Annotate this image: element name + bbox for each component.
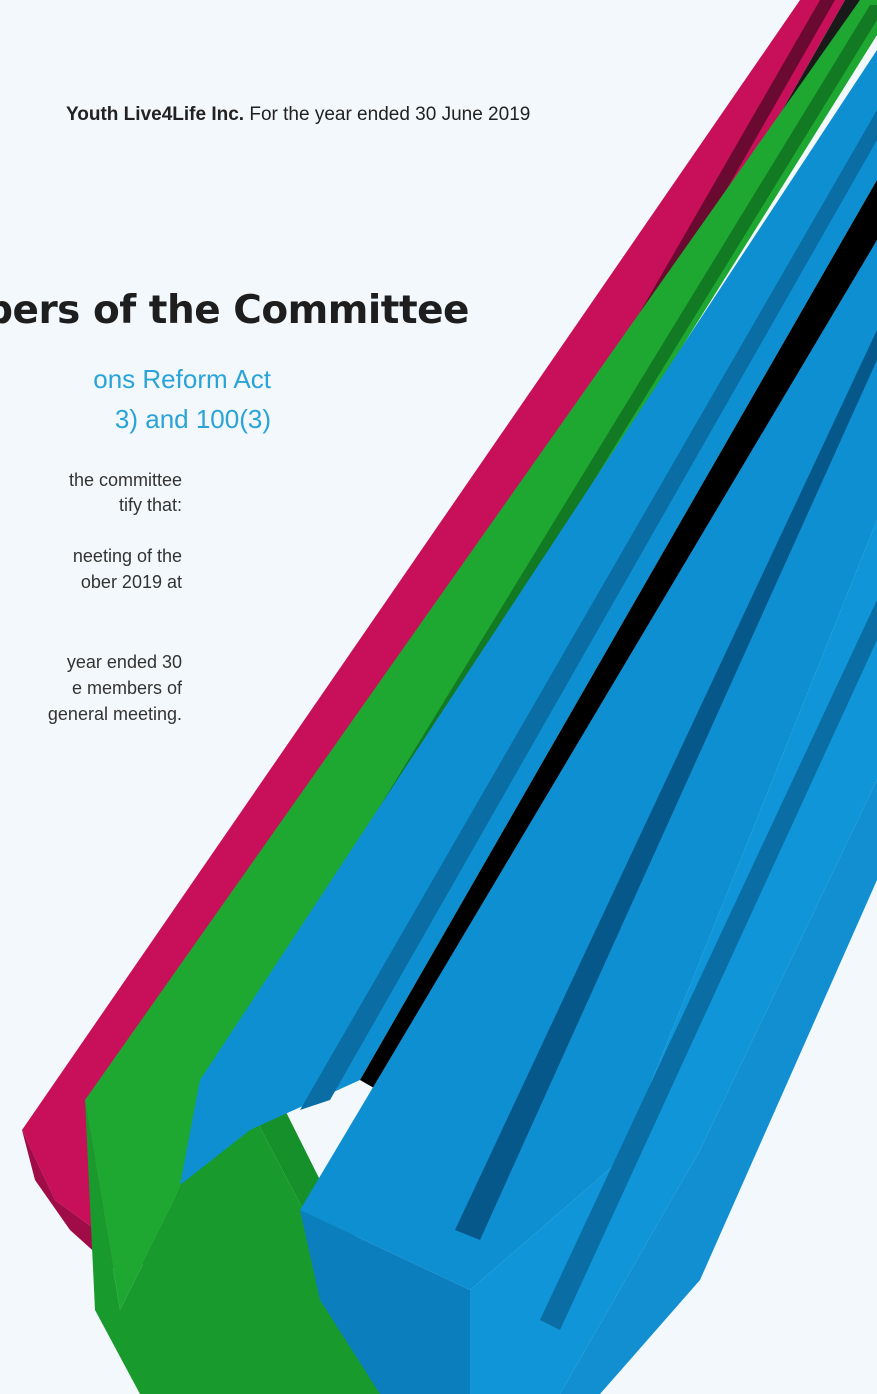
statement-line: tify that: (118, 495, 182, 515)
reporting-period: For the year ended 30 June 2019 (249, 104, 531, 125)
statement-line: general meeting. (47, 704, 182, 724)
blue-bar (300, 240, 877, 1290)
statement-line: e members of (71, 678, 182, 698)
green-letter-shadow (230, 1060, 470, 1394)
act-reference-line-1: ons Reform Act (93, 364, 271, 394)
blue-bar-groove (300, 110, 877, 1110)
green-letter-face (85, 1070, 400, 1394)
section-heading: nbers of the Committee (0, 288, 470, 333)
report-header: Youth Live4Life Inc. For the year ended … (66, 104, 530, 126)
statement-line: ober 2019 at (80, 572, 182, 592)
blue-bar-groove (455, 330, 877, 1240)
blue-bar (180, 50, 877, 1185)
bar-gap (360, 180, 877, 1120)
statement-line: year ended 30 (66, 652, 182, 672)
act-reference-line-2: 3) and 100(3) (114, 404, 271, 434)
organisation-name: Youth Live4Life Inc. (66, 104, 245, 125)
blue-bar-groove (540, 600, 877, 1330)
blue-bar (470, 520, 877, 1394)
statement-line: neeting of the (72, 546, 182, 566)
statement-line: the committee (68, 470, 182, 490)
blue-letter-face (300, 1210, 470, 1394)
